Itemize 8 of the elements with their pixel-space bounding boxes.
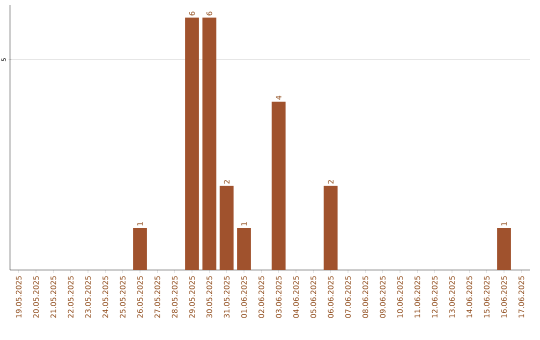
bar — [497, 228, 511, 270]
bar — [133, 228, 147, 270]
bar — [272, 102, 286, 270]
bar — [185, 18, 199, 270]
bar — [237, 228, 251, 270]
bar — [220, 186, 234, 270]
bar — [324, 186, 338, 270]
bar — [202, 18, 216, 270]
